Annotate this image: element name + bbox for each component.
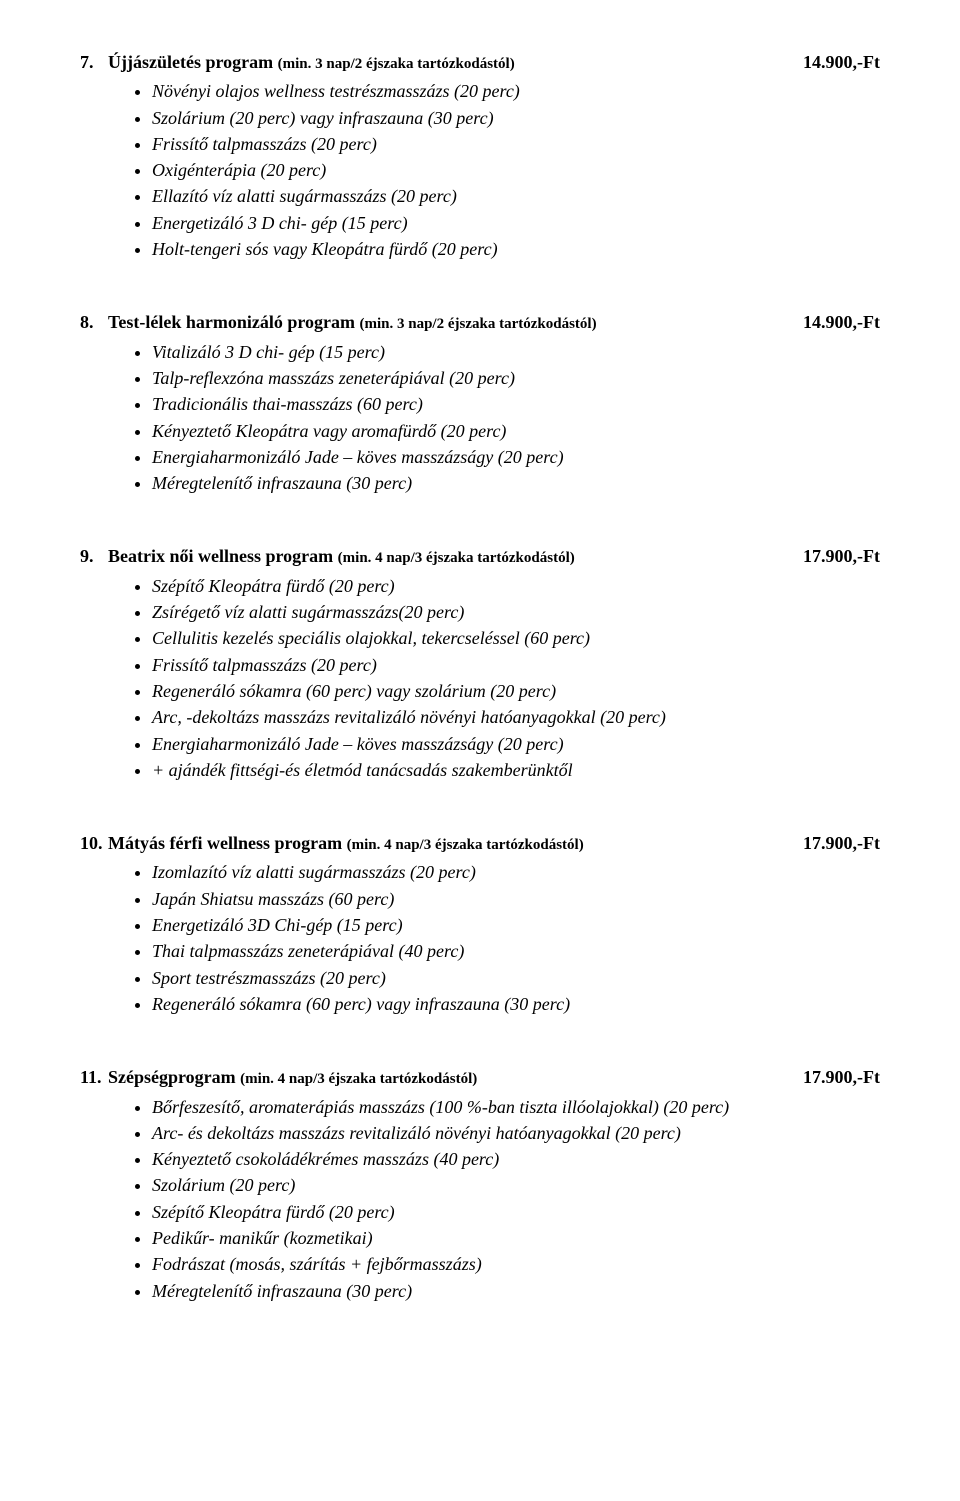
program-section: 9.Beatrix női wellness program (min. 4 n… (80, 544, 880, 783)
section-subtitle: (min. 3 nap/2 éjszaka tartózkodástól) (359, 316, 596, 332)
program-item: Holt-tengeri sós vagy Kleopátra fürdő (2… (152, 236, 880, 262)
program-item-list: Vitalizáló 3 D chi- gép (15 perc)Talp-re… (80, 339, 880, 497)
section-header: 10.Mátyás férfi wellness program (min. 4… (80, 831, 880, 855)
program-item: + ajándék fittségi-és életmód tanácsadás… (152, 757, 880, 783)
section-price: 14.900,-Ft (803, 310, 880, 334)
section-title-text: Mátyás férfi wellness program (108, 833, 342, 853)
program-section: 10.Mátyás férfi wellness program (min. 4… (80, 831, 880, 1017)
program-item: Energiaharmonizáló Jade – köves masszázs… (152, 731, 880, 757)
program-item: Méregtelenítő infraszauna (30 perc) (152, 470, 880, 496)
program-item: Talp-reflexzóna masszázs zeneterápiával … (152, 365, 880, 391)
section-subtitle: (min. 3 nap/2 éjszaka tartózkodástól) (278, 56, 515, 72)
program-item: Vitalizáló 3 D chi- gép (15 perc) (152, 339, 880, 365)
section-header: 7.Újjászületés program (min. 3 nap/2 éjs… (80, 50, 880, 74)
program-item: Szépítő Kleopátra fürdő (20 perc) (152, 573, 880, 599)
program-item: Zsírégető víz alatti sugármasszázs(20 pe… (152, 599, 880, 625)
program-item: Pedikűr- manikűr (kozmetikai) (152, 1225, 880, 1251)
section-title: Mátyás férfi wellness program (min. 4 na… (108, 831, 763, 855)
section-number: 9. (80, 544, 108, 568)
section-title: Beatrix női wellness program (min. 4 nap… (108, 544, 763, 568)
program-item: Bőrfeszesítő, aromaterápiás masszázs (10… (152, 1094, 880, 1120)
program-item: Tradicionális thai-masszázs (60 perc) (152, 391, 880, 417)
section-title-text: Test-lélek harmonizáló program (108, 312, 355, 332)
program-item: Japán Shiatsu masszázs (60 perc) (152, 886, 880, 912)
section-title: Szépségprogram (min. 4 nap/3 éjszaka tar… (108, 1065, 763, 1089)
program-item: Energetizáló 3D Chi-gép (15 perc) (152, 912, 880, 938)
program-item: Szolárium (20 perc) vagy infraszauna (30… (152, 105, 880, 131)
section-header: 11.Szépségprogram (min. 4 nap/3 éjszaka … (80, 1065, 880, 1089)
program-item: Frissítő talpmasszázs (20 perc) (152, 652, 880, 678)
program-item: Növényi olajos wellness testrészmasszázs… (152, 78, 880, 104)
section-title-text: Szépségprogram (108, 1067, 236, 1087)
program-item: Regeneráló sókamra (60 perc) vagy infras… (152, 991, 880, 1017)
section-number: 7. (80, 50, 108, 74)
program-item-list: Bőrfeszesítő, aromaterápiás masszázs (10… (80, 1094, 880, 1304)
section-price: 17.900,-Ft (803, 1065, 880, 1089)
program-item: Energiaharmonizáló Jade – köves masszázs… (152, 444, 880, 470)
section-title: Test-lélek harmonizáló program (min. 3 n… (108, 310, 763, 334)
program-item: Kényeztető Kleopátra vagy aromafürdő (20… (152, 418, 880, 444)
program-item: Regeneráló sókamra (60 perc) vagy szolár… (152, 678, 880, 704)
program-item: Cellulitis kezelés speciális olajokkal, … (152, 625, 880, 651)
program-item: Arc, -dekoltázs masszázs revitalizáló nö… (152, 704, 880, 730)
program-item: Szolárium (20 perc) (152, 1172, 880, 1198)
program-section: 7.Újjászületés program (min. 3 nap/2 éjs… (80, 50, 880, 262)
program-item-list: Izomlazító víz alatti sugármasszázs (20 … (80, 859, 880, 1017)
program-item: Szépítő Kleopátra fürdő (20 perc) (152, 1199, 880, 1225)
program-item: Energetizáló 3 D chi- gép (15 perc) (152, 210, 880, 236)
program-item: Sport testrészmasszázs (20 perc) (152, 965, 880, 991)
program-item: Fodrászat (mosás, szárítás + fejbőrmassz… (152, 1251, 880, 1277)
program-item: Ellazító víz alatti sugármasszázs (20 pe… (152, 183, 880, 209)
section-subtitle: (min. 4 nap/3 éjszaka tartózkodástól) (338, 550, 575, 566)
program-item: Méregtelenítő infraszauna (30 perc) (152, 1278, 880, 1304)
section-title: Újjászületés program (min. 3 nap/2 éjsza… (108, 50, 763, 74)
section-price: 17.900,-Ft (803, 544, 880, 568)
document-root: 7.Újjászületés program (min. 3 nap/2 éjs… (80, 50, 880, 1304)
section-price: 17.900,-Ft (803, 831, 880, 855)
program-item: Oxigénterápia (20 perc) (152, 157, 880, 183)
section-title-text: Beatrix női wellness program (108, 546, 333, 566)
section-number: 11. (80, 1065, 108, 1089)
section-number: 8. (80, 310, 108, 334)
section-title-text: Újjászületés program (108, 52, 273, 72)
section-number: 10. (80, 831, 108, 855)
section-header: 9.Beatrix női wellness program (min. 4 n… (80, 544, 880, 568)
program-item: Izomlazító víz alatti sugármasszázs (20 … (152, 859, 880, 885)
section-header: 8.Test-lélek harmonizáló program (min. 3… (80, 310, 880, 334)
section-price: 14.900,-Ft (803, 50, 880, 74)
program-item: Frissítő talpmasszázs (20 perc) (152, 131, 880, 157)
program-item-list: Szépítő Kleopátra fürdő (20 perc)Zsírége… (80, 573, 880, 783)
section-subtitle: (min. 4 nap/3 éjszaka tartózkodástól) (347, 837, 584, 853)
program-section: 11.Szépségprogram (min. 4 nap/3 éjszaka … (80, 1065, 880, 1304)
program-item-list: Növényi olajos wellness testrészmasszázs… (80, 78, 880, 262)
program-section: 8.Test-lélek harmonizáló program (min. 3… (80, 310, 880, 496)
program-item: Arc- és dekoltázs masszázs revitalizáló … (152, 1120, 880, 1146)
program-item: Thai talpmasszázs zeneterápiával (40 per… (152, 938, 880, 964)
section-subtitle: (min. 4 nap/3 éjszaka tartózkodástól) (240, 1071, 477, 1087)
program-item: Kényeztető csokoládékrémes masszázs (40 … (152, 1146, 880, 1172)
